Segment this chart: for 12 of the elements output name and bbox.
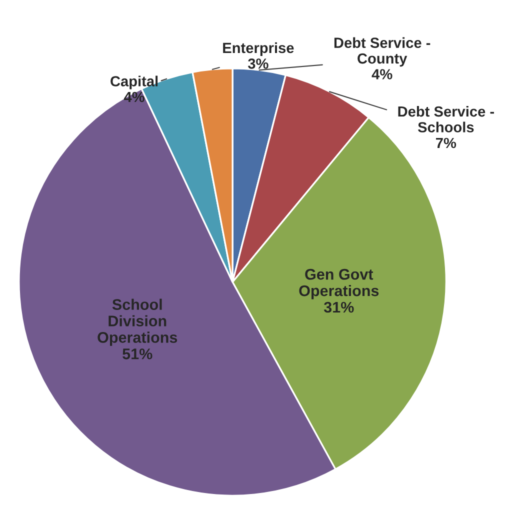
- slice-label: Capital: [110, 76, 158, 90]
- slice-label: Debt Service - County: [334, 37, 430, 67]
- data-label: 7%: [436, 138, 456, 148]
- slice-label: Debt Service - Schools: [398, 106, 494, 132]
- data-label: 3%: [248, 58, 268, 69]
- slice-label: School Division Operations: [98, 298, 178, 346]
- data-label: 4%: [124, 92, 144, 102]
- data-label: 31%: [324, 302, 354, 313]
- slice-label: Gen Govt Operations: [299, 268, 379, 300]
- data-label: 4%: [372, 69, 392, 80]
- slice-label: Enterprise: [223, 42, 294, 56]
- data-label: 51%: [122, 348, 152, 360]
